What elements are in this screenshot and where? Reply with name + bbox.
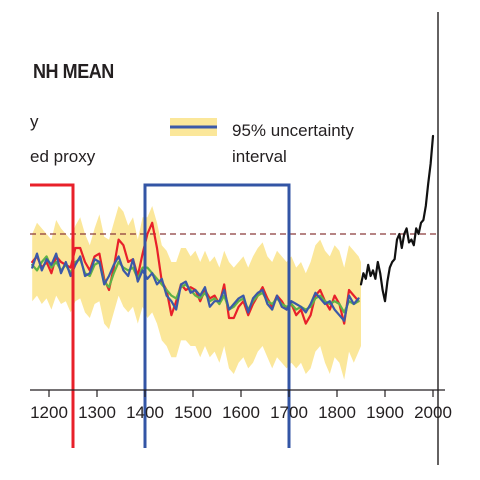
x-tick-label: 1900 <box>366 403 404 422</box>
uncertainty-label-line-1: 95% uncertainty <box>232 121 354 140</box>
highlight-box-red <box>30 183 75 448</box>
x-tick-label: 1200 <box>30 403 68 422</box>
highlight-box-blue <box>143 183 291 448</box>
chart-title: NH MEAN <box>33 61 114 83</box>
x-tick-label: 1500 <box>174 403 212 422</box>
x-tick-label: 1600 <box>222 403 260 422</box>
highlight-boxes <box>30 183 291 448</box>
x-tick-label: 1700 <box>270 403 308 422</box>
x-tick-label: 1400 <box>126 403 164 422</box>
x-tick-label: 1800 <box>318 403 356 422</box>
legend-partial-line-1: y <box>30 112 39 131</box>
x-tick-label: 2000 <box>414 403 452 422</box>
series-instrumental-line <box>359 134 435 303</box>
uncertainty-label: 95% uncertainty interval <box>232 118 354 170</box>
x-tick-label: 1300 <box>78 403 116 422</box>
x-axis-ticks: 1200 1300 1400 1500 1600 1700 1800 1900 2000 <box>30 390 452 422</box>
uncertainty-label-line-2: interval <box>232 147 287 166</box>
legend-partial-line-2: ed proxy <box>30 147 96 166</box>
series-blue-line <box>31 252 360 322</box>
series-layer <box>31 134 435 325</box>
